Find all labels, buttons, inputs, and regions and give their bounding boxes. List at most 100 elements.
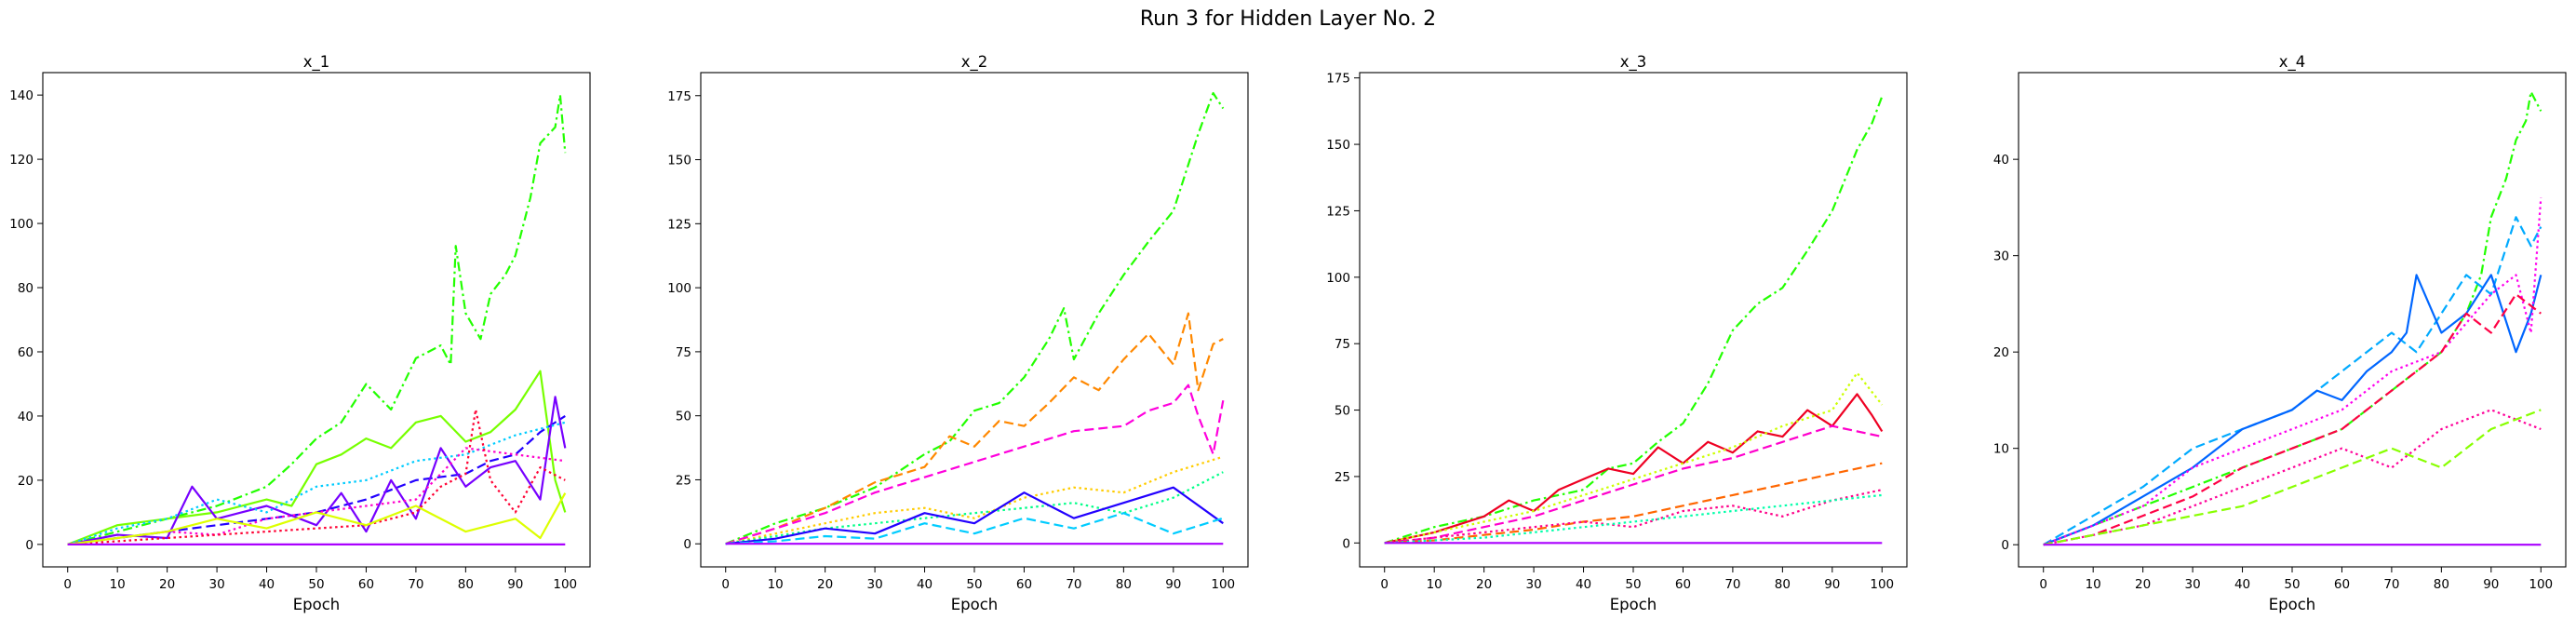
x-tick-label: 40 [917, 577, 932, 592]
series-line-2 [2043, 216, 2542, 546]
series-line-2 [67, 370, 567, 545]
series-line-3 [2043, 274, 2542, 546]
x-axis-label: Epoch [2269, 596, 2316, 613]
y-tick-label: 125 [1326, 204, 1350, 219]
x-tick-label: 30 [208, 577, 224, 592]
y-tick-label: 75 [676, 345, 691, 360]
series-line-1 [2043, 90, 2542, 546]
y-tick-label: 120 [9, 153, 34, 168]
y-tick-label: 150 [1326, 138, 1350, 153]
x-tick-label: 50 [2284, 577, 2300, 592]
y-tick-label: 100 [1326, 271, 1350, 286]
x-axis-label: Epoch [951, 596, 999, 613]
x-tick-label: 0 [1380, 577, 1389, 592]
x-tick-label: 10 [110, 577, 126, 592]
axes-frame [2018, 72, 2567, 568]
y-tick-label: 60 [18, 345, 34, 360]
x-tick-label: 0 [2039, 577, 2047, 592]
subplot-3: 0 10 20 30 40 50 60 70 80 90 100 0 25 50 75 100 125 150 17… [1326, 53, 1908, 613]
x-tick-label: 40 [1576, 577, 1591, 592]
y-tick-label: 25 [676, 473, 691, 488]
x-tick-label: 80 [1775, 577, 1791, 592]
subplot-title: x_4 [2279, 53, 2306, 72]
x-tick-label: 70 [2383, 577, 2399, 592]
series-line-6 [725, 486, 1224, 545]
series-line-7 [1384, 493, 1883, 545]
x-tick-label: 20 [1476, 577, 1492, 592]
x-tick-label: 90 [1165, 577, 1181, 592]
series-line-5 [2043, 293, 2542, 546]
y-tick-label: 0 [683, 537, 691, 552]
series-line-4 [1384, 424, 1883, 545]
x-tick-label: 100 [553, 577, 577, 592]
x-tick-label: 50 [1625, 577, 1641, 592]
y-tick-label: 50 [1335, 404, 1350, 419]
series-line-2 [1384, 393, 1884, 545]
x-tick-label: 60 [2334, 577, 2350, 592]
x-tick-label: 90 [507, 577, 523, 592]
subplot-2: 0 10 20 30 40 50 60 70 80 90 100 0 25 50 75 100 125 150 17… [667, 53, 1249, 613]
y-tick-label: 20 [1993, 345, 2009, 360]
x-tick-label: 20 [159, 577, 175, 592]
x-tick-label: 30 [866, 577, 882, 592]
x-tick-label: 100 [1870, 577, 1894, 592]
series-line-5 [1384, 462, 1883, 545]
series-line-4 [725, 455, 1224, 545]
subplot-panels: 0 10 20 30 40 50 60 70 80 90 100020406080100120140… [9, 53, 2567, 613]
x-tick-label: 80 [458, 577, 474, 592]
subplot-1: 0 10 20 30 40 50 60 70 80 90 100 0 20 40 60 80 100 120 140… [9, 53, 591, 613]
series-line-8 [67, 492, 567, 545]
axes-frame [42, 72, 591, 568]
y-tick-label: 50 [676, 410, 691, 424]
x-tick-label: 0 [721, 577, 730, 592]
x-tick-label: 40 [2234, 577, 2250, 592]
x-tick-label: 100 [1211, 577, 1235, 592]
x-tick-label: 60 [1675, 577, 1691, 592]
series-line-1 [1384, 96, 1884, 545]
series-group [725, 91, 1225, 545]
series-line-6 [67, 447, 566, 545]
x-tick-label: 10 [1427, 577, 1442, 592]
series-group [2043, 90, 2542, 546]
x-tick-label: 40 [259, 577, 275, 592]
y-tick-label: 25 [1335, 470, 1350, 485]
x-tick-label: 50 [308, 577, 324, 592]
series-line-5 [67, 421, 566, 545]
subplot-title: x_1 [303, 53, 330, 72]
axes-frame [1359, 72, 1908, 568]
series-line-1 [67, 94, 567, 545]
series-line-4 [67, 396, 567, 545]
x-axis-label: Epoch [293, 596, 341, 613]
x-tick-label: 70 [408, 577, 423, 592]
y-tick-label: 30 [1993, 249, 2009, 264]
y-tick-label: 40 [1993, 153, 2009, 168]
x-tick-label: 60 [1016, 577, 1032, 592]
series-line-1 [725, 91, 1225, 545]
y-tick-label: 140 [9, 88, 34, 103]
y-tick-label: 150 [667, 154, 691, 168]
x-tick-label: 100 [2529, 577, 2553, 592]
y-tick-label: 100 [667, 281, 691, 296]
series-line-3 [725, 384, 1225, 545]
y-tick-label: 125 [667, 217, 691, 232]
x-tick-label: 90 [1824, 577, 1840, 592]
series-line-2 [725, 312, 1224, 545]
series-line-4 [2043, 197, 2542, 546]
y-tick-label: 10 [1993, 442, 2009, 457]
subplot-title: x_2 [961, 53, 988, 72]
x-tick-label: 0 [63, 577, 72, 592]
y-tick-label: 175 [667, 89, 691, 104]
x-tick-label: 70 [1066, 577, 1081, 592]
series-group [67, 94, 567, 545]
y-tick-label: 40 [18, 410, 34, 424]
x-tick-label: 20 [2135, 577, 2151, 592]
y-tick-label: 0 [25, 538, 34, 553]
x-tick-label: 10 [2086, 577, 2101, 592]
x-tick-label: 30 [2184, 577, 2200, 592]
series-line-7 [2043, 409, 2542, 546]
y-tick-label: 75 [1335, 337, 1350, 352]
y-tick-label: 175 [1326, 72, 1350, 87]
axes-frame [700, 72, 1249, 568]
x-tick-label: 30 [1525, 577, 1541, 592]
y-tick-label: 0 [1342, 536, 1350, 551]
